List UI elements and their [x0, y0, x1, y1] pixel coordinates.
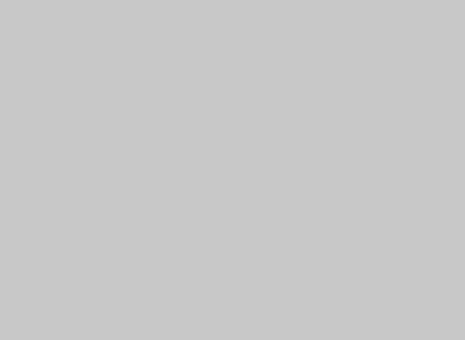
Circle shape — [232, 175, 238, 181]
Text: 6: 6 — [150, 208, 155, 217]
Text: MAXIM: MAXIM — [320, 182, 364, 192]
Text: R1: R1 — [247, 168, 258, 177]
Circle shape — [232, 292, 238, 298]
Text: 5: 5 — [182, 150, 187, 159]
Circle shape — [314, 265, 320, 271]
Text: IN: IN — [430, 171, 437, 177]
Text: 0.1kHz < f < 100kHz: 0.1kHz < f < 100kHz — [20, 113, 100, 122]
Text: 7: 7 — [103, 137, 108, 147]
Circle shape — [350, 265, 356, 271]
Text: U/D: U/D — [116, 175, 132, 185]
Text: +5V: +5V — [138, 9, 158, 18]
Text: IC1: IC1 — [185, 57, 199, 66]
Circle shape — [282, 265, 288, 271]
Text: R2: R2 — [324, 228, 335, 237]
Text: 2: 2 — [182, 173, 187, 183]
Circle shape — [252, 198, 258, 204]
Text: 5.1kΩ: 5.1kΩ — [365, 275, 387, 284]
Text: INC: INC — [116, 98, 131, 106]
Text: 10kΩ: 10kΩ — [324, 239, 346, 248]
Text: W: W — [162, 146, 170, 154]
Text: −: − — [263, 195, 275, 209]
Text: 3: 3 — [182, 61, 187, 69]
Text: OUT: OUT — [430, 144, 445, 150]
Text: V: V — [422, 170, 429, 180]
Text: L: L — [162, 184, 166, 192]
Bar — [112, 55, 180, 200]
Text: MAX985: MAX985 — [320, 194, 365, 204]
Text: MAXIM: MAXIM — [185, 67, 229, 77]
Text: H: H — [162, 65, 168, 73]
Text: R3: R3 — [371, 253, 382, 262]
Text: +: + — [264, 175, 274, 188]
Text: RESET: RESET — [413, 265, 444, 275]
Polygon shape — [259, 170, 317, 214]
Text: MAX5160: MAX5160 — [185, 79, 237, 89]
Circle shape — [252, 145, 258, 151]
Text: IC2: IC2 — [320, 172, 334, 181]
Text: 1: 1 — [103, 96, 108, 104]
Text: 10kΩ: 10kΩ — [247, 179, 269, 188]
Text: +5V: +5V — [230, 121, 250, 130]
Text: CS: CS — [116, 139, 127, 149]
Text: V: V — [422, 143, 429, 153]
Circle shape — [257, 292, 263, 298]
